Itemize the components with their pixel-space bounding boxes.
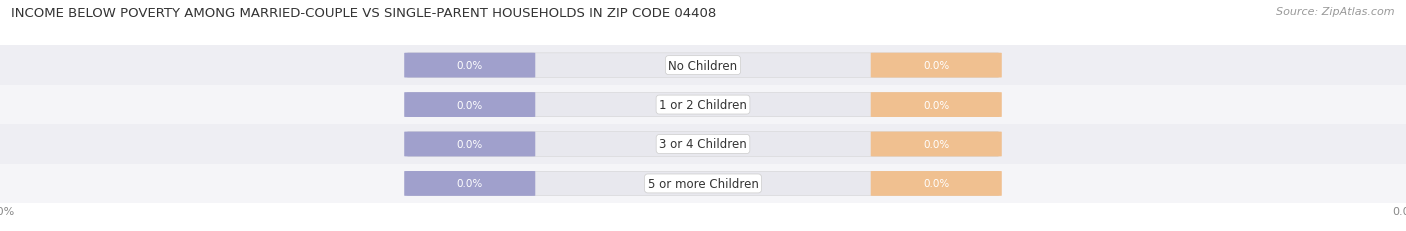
Text: 0.0%: 0.0% — [924, 179, 949, 189]
Text: 0.0%: 0.0% — [457, 100, 482, 110]
Bar — [0, 85, 1406, 125]
FancyBboxPatch shape — [408, 54, 998, 78]
FancyBboxPatch shape — [405, 171, 536, 196]
FancyBboxPatch shape — [405, 93, 536, 118]
FancyBboxPatch shape — [405, 53, 536, 78]
Text: No Children: No Children — [668, 59, 738, 72]
FancyBboxPatch shape — [408, 93, 998, 117]
Text: 0.0%: 0.0% — [924, 100, 949, 110]
Text: 0.0%: 0.0% — [924, 61, 949, 71]
Text: 0.0%: 0.0% — [457, 179, 482, 189]
FancyBboxPatch shape — [870, 132, 1001, 157]
Bar — [0, 125, 1406, 164]
Text: 5 or more Children: 5 or more Children — [648, 177, 758, 190]
Bar — [0, 46, 1406, 85]
Text: 3 or 4 Children: 3 or 4 Children — [659, 138, 747, 151]
Text: 0.0%: 0.0% — [924, 139, 949, 149]
FancyBboxPatch shape — [405, 132, 536, 157]
FancyBboxPatch shape — [870, 93, 1001, 118]
Bar — [0, 164, 1406, 203]
Text: 0.0%: 0.0% — [457, 61, 482, 71]
Text: 1 or 2 Children: 1 or 2 Children — [659, 99, 747, 112]
Text: 0.0%: 0.0% — [457, 139, 482, 149]
FancyBboxPatch shape — [408, 171, 998, 196]
Text: INCOME BELOW POVERTY AMONG MARRIED-COUPLE VS SINGLE-PARENT HOUSEHOLDS IN ZIP COD: INCOME BELOW POVERTY AMONG MARRIED-COUPL… — [11, 7, 717, 20]
Text: Source: ZipAtlas.com: Source: ZipAtlas.com — [1277, 7, 1395, 17]
FancyBboxPatch shape — [870, 171, 1001, 196]
FancyBboxPatch shape — [870, 53, 1001, 78]
FancyBboxPatch shape — [408, 132, 998, 157]
